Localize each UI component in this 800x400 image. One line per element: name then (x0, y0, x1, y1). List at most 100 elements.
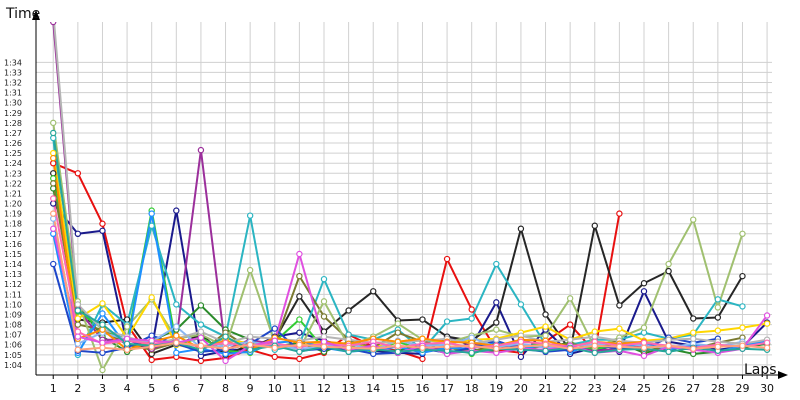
y-tick-label: 1:29 (4, 109, 22, 118)
data-point (320, 313, 328, 320)
data-point (419, 355, 426, 363)
data-point (690, 345, 697, 352)
data-point (173, 323, 180, 330)
data-point (173, 332, 180, 339)
data-point (197, 328, 205, 335)
data-point (50, 225, 57, 232)
series-line (52, 213, 768, 351)
data-point (739, 230, 746, 237)
data-point (74, 321, 82, 328)
data-point (394, 342, 402, 349)
data-point (99, 326, 106, 333)
data-point (493, 260, 500, 268)
data-point (493, 326, 500, 333)
x-tick-label: 21 (539, 382, 553, 395)
y-tick-label: 1:26 (4, 139, 22, 148)
data-point (148, 337, 155, 344)
data-point (517, 225, 525, 232)
y-tick-label: 1:28 (4, 119, 22, 128)
x-tick-label: 30 (760, 382, 774, 395)
y-tick-label: 1:34 (4, 58, 22, 67)
data-point (690, 315, 697, 322)
data-point (640, 329, 648, 336)
x-tick-label: 6 (173, 382, 180, 395)
data-point (123, 335, 131, 342)
y-tick-label: 1:30 (4, 99, 22, 108)
data-point (566, 345, 574, 352)
data-point (763, 312, 771, 319)
x-tick-label: 5 (148, 382, 155, 395)
data-point (197, 357, 205, 365)
data-point (271, 325, 278, 332)
data-point (566, 321, 574, 328)
y-tick-label: 1:21 (4, 189, 22, 198)
data-point (99, 227, 106, 234)
data-point (468, 349, 475, 357)
data-point (394, 320, 402, 327)
data-point (99, 220, 106, 227)
y-axis-title: Time (5, 6, 40, 22)
data-point (50, 134, 57, 142)
x-tick-label: 17 (440, 382, 454, 395)
data-point (419, 335, 426, 342)
data-point (99, 366, 106, 374)
data-point (271, 353, 278, 361)
data-point (443, 343, 451, 350)
data-point (197, 321, 205, 328)
data-point (640, 352, 648, 360)
data-point (246, 212, 254, 219)
data-point (296, 329, 303, 336)
data-point (690, 216, 697, 223)
data-point (616, 302, 623, 309)
data-point (640, 339, 648, 346)
x-tick-label: 16 (415, 382, 429, 395)
data-point (320, 298, 328, 305)
data-point (50, 22, 57, 26)
data-point (74, 230, 82, 237)
data-point (542, 347, 549, 354)
y-tick-label: 1:13 (4, 270, 22, 279)
data-point (542, 323, 549, 330)
data-point (173, 207, 180, 214)
data-point (468, 315, 475, 322)
data-point (665, 267, 672, 275)
data-point (50, 215, 57, 222)
y-tick-label: 1:11 (4, 290, 22, 299)
x-axis-arrow (778, 371, 788, 379)
x-tick-label: 11 (292, 382, 306, 395)
data-point (222, 357, 229, 365)
data-point (50, 230, 57, 237)
data-point (763, 339, 771, 346)
data-point (443, 318, 451, 325)
data-point (50, 175, 57, 182)
data-point (197, 146, 205, 154)
data-point (468, 342, 475, 349)
data-point (345, 331, 352, 338)
x-tick-label: 10 (268, 382, 282, 395)
data-point (320, 333, 328, 340)
data-point (370, 345, 377, 352)
data-point (640, 288, 648, 295)
series-line (53, 22, 768, 346)
data-point (271, 344, 278, 351)
data-point (296, 341, 303, 348)
x-tick-label: 12 (317, 382, 331, 395)
data-point (714, 327, 722, 334)
data-point (51, 9, 56, 14)
data-point (197, 342, 205, 349)
data-point (739, 272, 746, 280)
x-tick-label: 29 (735, 382, 749, 395)
y-tick-label: 1:04 (4, 361, 22, 370)
data-point (173, 339, 180, 346)
data-point (123, 316, 131, 323)
data-point (74, 328, 82, 335)
data-point (493, 319, 500, 326)
x-tick-label: 3 (99, 382, 106, 395)
data-point (197, 334, 205, 341)
x-tick-label: 7 (197, 382, 204, 395)
y-tick-label: 1:22 (4, 179, 22, 188)
data-point (763, 344, 771, 351)
data-point (74, 333, 82, 340)
y-tick-label: 1:31 (4, 89, 22, 98)
